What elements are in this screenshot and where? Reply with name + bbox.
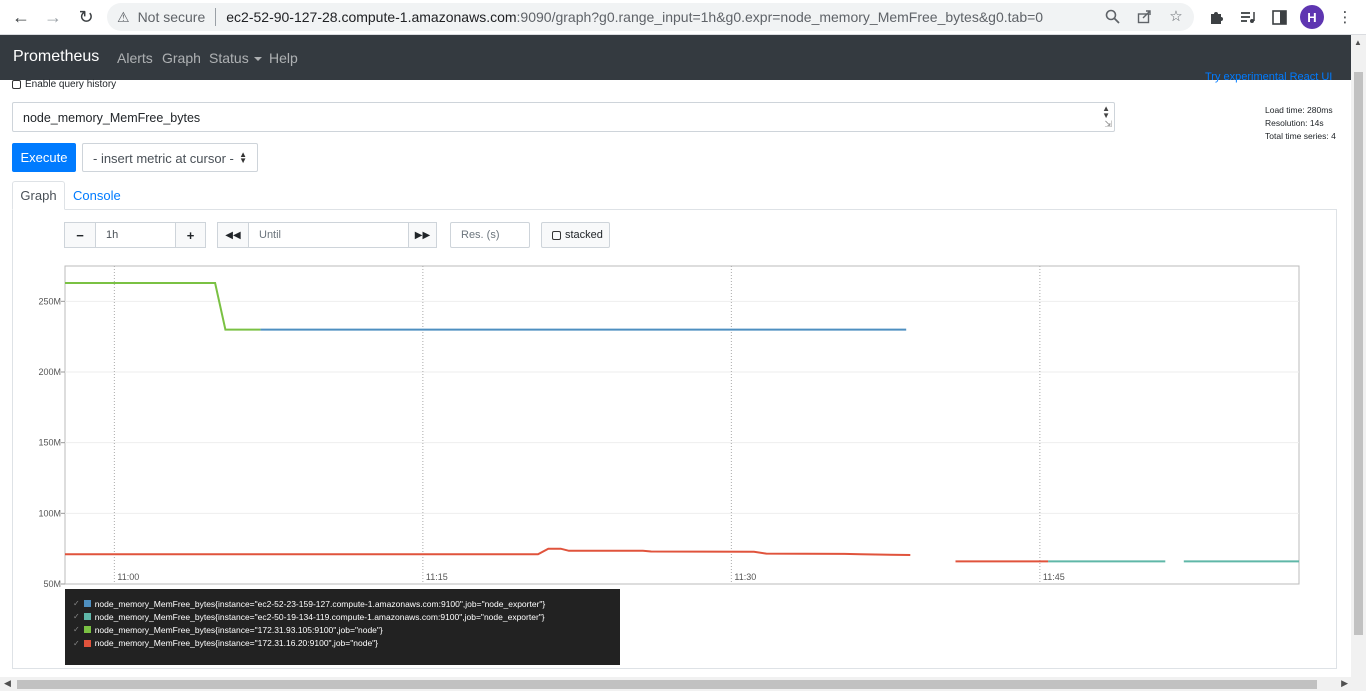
select-arrows-icon: ▲ ▼ xyxy=(239,150,247,165)
check-icon: ✓ xyxy=(73,599,80,609)
side-panel-icon[interactable] xyxy=(1268,6,1290,28)
legend-item[interactable]: ✓ node_memory_MemFree_bytes{instance="ec2… xyxy=(73,610,620,623)
legend-item[interactable]: ✓ node_memory_MemFree_bytes{instance="172… xyxy=(73,623,620,636)
url-path: :9090/graph?g0.range_input=1h&g0.expr=no… xyxy=(516,9,1044,25)
x-tick-label: 11:00 xyxy=(117,572,139,582)
stacked-toggle[interactable]: stacked xyxy=(541,222,610,248)
tab-graph[interactable]: Graph xyxy=(12,181,65,210)
resolution-input[interactable]: Res. (s) xyxy=(450,222,530,248)
resolution: Resolution: 14s xyxy=(1265,118,1324,128)
fast-forward-icon[interactable]: ▶▶ xyxy=(408,222,437,248)
y-tick-label: 100M xyxy=(38,508,61,518)
query-history-toggle[interactable]: Enable query history xyxy=(12,79,116,90)
load-time: Load time: 280ms xyxy=(1265,105,1333,115)
experimental-ui-link[interactable]: Try experimental React UI xyxy=(1205,72,1333,83)
brand-link[interactable]: Prometheus xyxy=(13,48,100,65)
checkbox[interactable] xyxy=(12,80,21,89)
total-series: Total time series: 4 xyxy=(1265,131,1336,141)
legend-label: node_memory_MemFree_bytes{instance="ec2-… xyxy=(94,611,545,622)
tab-console[interactable]: Console xyxy=(73,188,121,203)
insert-metric-select[interactable]: - insert metric at cursor - ▲ ▼ xyxy=(82,143,258,172)
y-tick-label: 50M xyxy=(43,579,61,589)
plot-frame xyxy=(64,265,1300,585)
scroll-left-icon[interactable]: ◀ xyxy=(4,678,11,688)
nav-status-label: Status xyxy=(209,50,249,66)
legend-label: node_memory_MemFree_bytes{instance="ec2-… xyxy=(94,598,546,609)
x-tick-label: 11:15 xyxy=(426,572,448,582)
legend-item[interactable]: ✓ node_memory_MemFree_bytes{instance="172… xyxy=(73,637,620,650)
nav-status[interactable]: Status xyxy=(209,50,262,66)
reload-icon[interactable]: ↻ xyxy=(78,6,94,27)
scroll-thumb[interactable] xyxy=(1354,72,1363,635)
not-secure-label: Not secure xyxy=(137,9,206,25)
legend-swatch xyxy=(83,639,91,647)
legend-item[interactable]: ✓ node_memory_MemFree_bytes{instance="ec2… xyxy=(73,597,620,610)
extensions-puzzle-icon[interactable] xyxy=(1205,6,1227,28)
vertical-scrollbar[interactable]: ▲ xyxy=(1351,35,1366,677)
nav-alerts[interactable]: Alerts xyxy=(117,50,153,66)
scroll-right-icon[interactable]: ▶ xyxy=(1341,678,1348,688)
y-tick-label: 250M xyxy=(38,296,61,306)
graph-legend: ✓ node_memory_MemFree_bytes{instance="ec2… xyxy=(65,589,620,665)
scroll-up-icon[interactable]: ▲ xyxy=(1354,38,1362,47)
nav-graph[interactable]: Graph xyxy=(162,50,201,66)
share-icon[interactable] xyxy=(1134,6,1154,26)
chevron-down-icon xyxy=(253,57,262,61)
resize-handle-icon[interactable]: ⇲ xyxy=(1104,119,1112,129)
legend-swatch xyxy=(83,613,91,621)
legend-label: node_memory_MemFree_bytes{instance="172.… xyxy=(94,624,383,635)
legend-swatch xyxy=(83,600,91,608)
check-icon: ✓ xyxy=(73,638,80,648)
legend-swatch xyxy=(83,626,91,634)
insert-metric-label: - insert metric at cursor - xyxy=(93,151,234,166)
bookmark-star-icon[interactable]: ☆ xyxy=(1169,8,1183,25)
query-history-label: Enable query history xyxy=(25,79,117,90)
series-line xyxy=(65,547,911,556)
stacked-label: stacked xyxy=(565,229,603,241)
check-icon: ✓ xyxy=(73,625,80,635)
expression-input[interactable]: node_memory_MemFree_bytes ▲ ▼ ⇲ xyxy=(12,102,1115,132)
query-stats: Load time: 280ms Resolution: 14s Total t… xyxy=(1265,104,1336,143)
browser-toolbar: ← → ↻ ⚠ Not secure ec2-52-90-127-28.comp… xyxy=(0,0,1366,35)
series-line xyxy=(65,282,261,331)
x-tick-label: 11:30 xyxy=(734,572,756,582)
forward-arrow-icon[interactable]: → xyxy=(44,6,62,27)
url-host: ec2-52-90-127-28.compute-1.amazonaws.com xyxy=(226,9,517,25)
address-bar[interactable]: ⚠ Not secure ec2-52-90-127-28.compute-1.… xyxy=(107,3,1194,31)
stepper-icon[interactable]: ▲ ▼ xyxy=(1102,104,1110,120)
profile-avatar[interactable]: H xyxy=(1300,5,1324,29)
back-arrow-icon[interactable]: ← xyxy=(12,6,30,27)
horizontal-scrollbar[interactable]: ◀ ▶ xyxy=(0,677,1366,691)
checkbox[interactable] xyxy=(552,230,561,240)
execute-button[interactable]: Execute xyxy=(12,143,76,172)
warning-icon: ⚠ xyxy=(117,8,130,25)
zoom-icon[interactable] xyxy=(1102,6,1122,26)
more-menu-icon[interactable]: ⋮ xyxy=(1337,9,1353,26)
media-playlist-icon[interactable] xyxy=(1237,6,1259,28)
x-tick-label: 11:45 xyxy=(1043,572,1065,582)
divider xyxy=(215,8,217,26)
y-tick-label: 150M xyxy=(38,438,61,448)
legend-label: node_memory_MemFree_bytes{instance="172.… xyxy=(94,638,379,649)
graph-panel xyxy=(12,209,1337,669)
rewind-icon[interactable]: ◀◀ xyxy=(217,222,249,248)
prometheus-navbar: Prometheus Alerts Graph Status Help xyxy=(0,35,1366,80)
scroll-thumb[interactable] xyxy=(17,680,1317,689)
check-icon: ✓ xyxy=(73,612,80,622)
increase-range-button[interactable]: + xyxy=(175,222,206,248)
y-tick-label: 200M xyxy=(38,367,61,377)
expression-text: node_memory_MemFree_bytes xyxy=(23,111,201,125)
nav-help[interactable]: Help xyxy=(269,50,298,66)
